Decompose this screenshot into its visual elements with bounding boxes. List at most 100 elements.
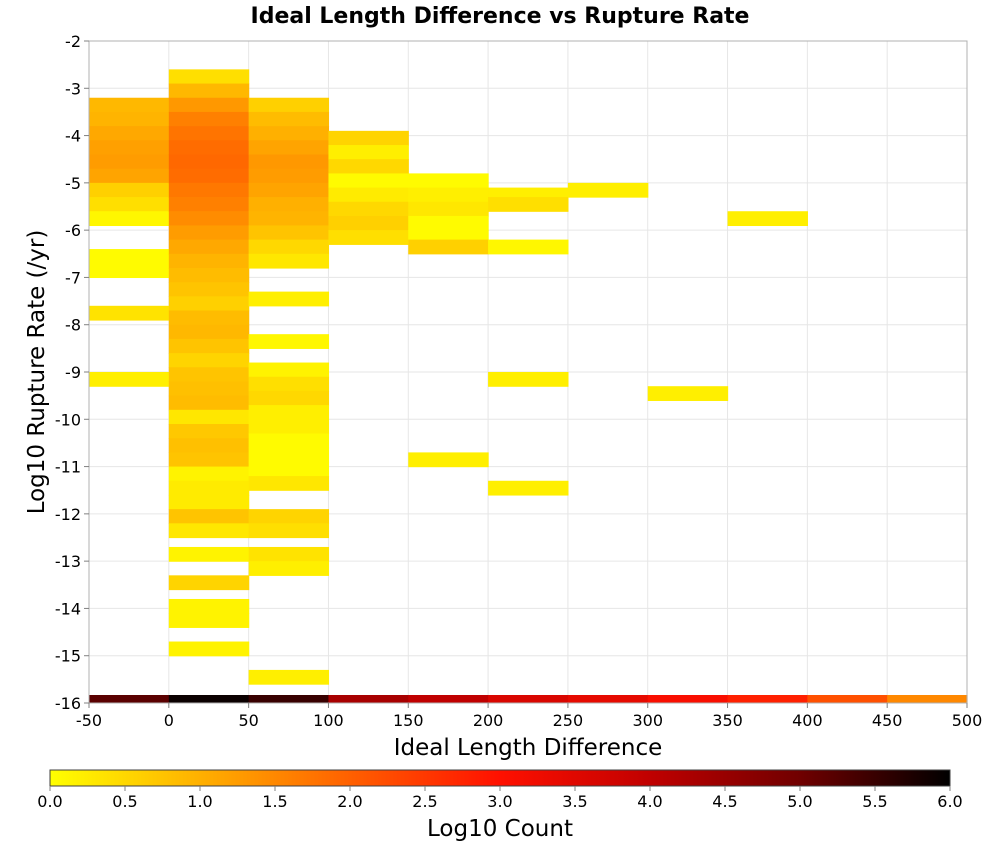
colorbar-gradient xyxy=(49,769,951,787)
x-tick-label: 350 xyxy=(712,711,743,730)
y-axis-ticks: -2 -3 -4 -5 -6 -7 -8 -9 -10 -11 -12 -13 -14 -15 -16 xyxy=(55,32,89,713)
heatmap-cell xyxy=(89,154,170,170)
heatmap-cell xyxy=(168,267,250,283)
strip-cell xyxy=(89,695,170,703)
strip-cell xyxy=(647,695,729,703)
heatmap-cell xyxy=(248,197,330,212)
heatmap-cell xyxy=(727,211,808,227)
heatmap-cell xyxy=(168,83,250,99)
heatmap-cell xyxy=(89,372,170,387)
heatmap-cell xyxy=(328,145,409,160)
heatmap-cell xyxy=(328,130,409,146)
heatmap-cell xyxy=(168,338,250,354)
y-tick-label: -16 xyxy=(55,694,81,713)
heatmap-cell xyxy=(168,367,250,383)
heatmap-cell xyxy=(408,201,489,217)
heatmap-cell xyxy=(168,310,250,326)
strip-cell xyxy=(168,695,250,703)
heatmap-cell xyxy=(248,168,330,184)
strip-cell xyxy=(488,695,569,703)
heatmap-cell xyxy=(168,154,250,170)
heatmap-cell xyxy=(168,438,250,453)
heatmap-cell xyxy=(248,182,330,198)
heatmap-cell xyxy=(647,386,729,401)
heatmap-cell xyxy=(168,480,250,496)
heatmap-cell xyxy=(168,253,250,269)
heatmap-cell xyxy=(168,409,250,425)
heatmap-cell xyxy=(328,215,409,231)
heatmap-cell xyxy=(89,111,170,127)
heatmap-cell xyxy=(168,598,250,614)
colorbar-tick-label: 0.0 xyxy=(37,792,62,811)
heatmap-cell xyxy=(168,282,250,297)
heatmap-cell xyxy=(328,159,409,174)
y-tick-label: -15 xyxy=(55,647,81,666)
colorbar-tick-label: 4.5 xyxy=(712,792,737,811)
heatmap-cell xyxy=(89,182,170,198)
y-tick-label: -4 xyxy=(65,127,81,146)
heatmap-cell xyxy=(328,201,409,217)
heatmap-cell xyxy=(168,523,250,539)
heatmap-cell xyxy=(168,353,250,368)
colorbar-tick-label: 4.0 xyxy=(637,792,662,811)
heatmap-cell xyxy=(248,111,330,127)
heatmap-cell xyxy=(89,140,170,156)
x-tick-label: 200 xyxy=(473,711,504,730)
x-tick-label: 400 xyxy=(792,711,823,730)
heatmap-cell xyxy=(248,523,330,539)
colorbar-tick-label: 3.0 xyxy=(487,792,512,811)
colorbar-tick-label: 5.5 xyxy=(862,792,887,811)
heatmap-cell xyxy=(168,69,250,85)
colorbar-tick-label: 6.0 xyxy=(937,792,962,811)
heatmap-cell xyxy=(488,372,569,387)
x-tick-label: 300 xyxy=(632,711,663,730)
y-tick-label: -13 xyxy=(55,552,81,571)
heatmap-cell xyxy=(168,211,250,227)
chart-title: Ideal Length Difference vs Rupture Rate xyxy=(251,4,750,29)
colorbar-label: Log10 Count xyxy=(427,816,573,842)
heatmap-cells xyxy=(89,69,808,685)
heatmap-cell xyxy=(168,296,250,312)
heatmap-cell xyxy=(408,215,489,231)
x-tick-label: 100 xyxy=(313,711,344,730)
y-tick-label: -7 xyxy=(65,268,81,287)
colorbar-tick-label: 5.0 xyxy=(787,792,812,811)
heatmap-cell xyxy=(248,509,330,524)
heatmap-cell xyxy=(248,291,330,307)
heatmap-cell xyxy=(168,324,250,340)
y-tick-label: -6 xyxy=(65,221,81,240)
heatmap-cell xyxy=(168,424,250,439)
y-tick-label: -2 xyxy=(65,32,81,51)
heatmap-cell xyxy=(89,97,170,113)
strip-cell xyxy=(328,695,409,703)
heatmap-cell xyxy=(408,239,489,255)
heatmap-cell xyxy=(168,613,250,628)
heatmap-cell xyxy=(168,97,250,113)
heatmap-cell xyxy=(408,173,489,189)
colorbar-ticks: 0.0 0.5 1.0 1.5 2.0 2.5 3.0 3.5 4.0 4.5 5.0 5.5 6.0 xyxy=(37,786,963,811)
x-tick-label: 250 xyxy=(553,711,584,730)
heatmap-cell xyxy=(168,168,250,184)
heatmap-cell xyxy=(248,362,330,378)
heatmap-cell xyxy=(328,230,409,245)
strip-cell xyxy=(727,695,808,703)
heatmap-cell xyxy=(168,126,250,141)
heatmap-cell xyxy=(168,239,250,255)
heatmap-cell xyxy=(248,376,330,392)
strip-cell xyxy=(887,695,968,703)
colorbar-tick-label: 1.5 xyxy=(262,792,287,811)
heatmap-cell xyxy=(89,126,170,141)
y-tick-label: -8 xyxy=(65,316,81,335)
colorbar-tick-label: 2.0 xyxy=(337,792,362,811)
colorbar: 0.0 0.5 1.0 1.5 2.0 2.5 3.0 3.5 4.0 4.5 5.0 5.5 6.0 … xyxy=(37,769,963,842)
x-tick-label: 0 xyxy=(164,711,174,730)
heatmap-cell xyxy=(248,476,330,491)
colorbar-tick-label: 1.0 xyxy=(187,792,212,811)
heatmap-cell xyxy=(168,140,250,156)
y-tick-label: -9 xyxy=(65,363,81,382)
y-tick-label: -11 xyxy=(55,458,81,477)
heatmap-cell xyxy=(248,97,330,113)
heatmap-cell xyxy=(168,494,250,510)
strip-cell xyxy=(408,695,489,703)
